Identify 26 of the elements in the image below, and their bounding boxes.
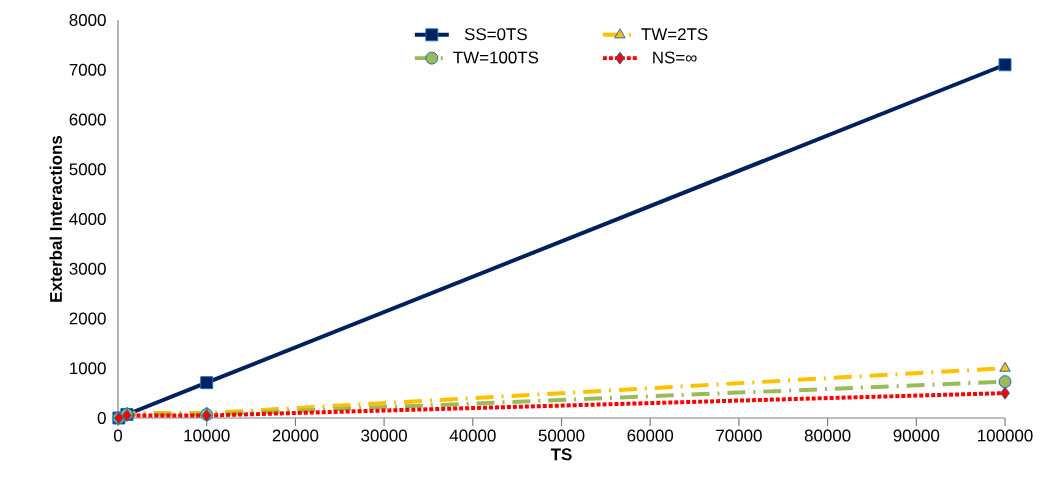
legend-label: TW=2TS <box>641 28 708 41</box>
legend-label: TW=100TS <box>453 51 539 64</box>
x-tick-label: 60000 <box>627 429 674 442</box>
y-tick-label: 0 <box>97 412 106 424</box>
y-tick-label: 2000 <box>69 312 106 325</box>
y-tick-label: 1000 <box>70 362 106 375</box>
x-tick-label: 20000 <box>272 429 319 442</box>
x-tick-label: 30000 <box>361 429 407 442</box>
x-tick-label: 10000 <box>184 429 230 442</box>
x-tick-label: 70000 <box>716 429 762 442</box>
legend-label: NS=∞ <box>653 51 697 64</box>
y-axis-title: Exterbal Interactions <box>49 135 62 302</box>
legend-label: SS=0TS <box>464 28 527 41</box>
x-axis-title: TS <box>550 448 572 461</box>
y-tick-label: 6000 <box>69 113 106 126</box>
x-tick-label: 90000 <box>893 429 940 442</box>
x-tick-label: 100000 <box>978 429 1033 442</box>
y-tick-label: 3000 <box>69 262 106 275</box>
x-tick-label: 0 <box>113 429 123 442</box>
x-tick-label: 80000 <box>804 429 851 442</box>
y-tick-label: 5000 <box>69 163 106 176</box>
y-tick-label: 7000 <box>69 63 106 76</box>
x-tick-label: 40000 <box>449 429 496 442</box>
y-tick-label: 4000 <box>69 213 106 225</box>
x-tick-label: 50000 <box>538 429 585 442</box>
y-tick-label: 8000 <box>69 14 106 26</box>
